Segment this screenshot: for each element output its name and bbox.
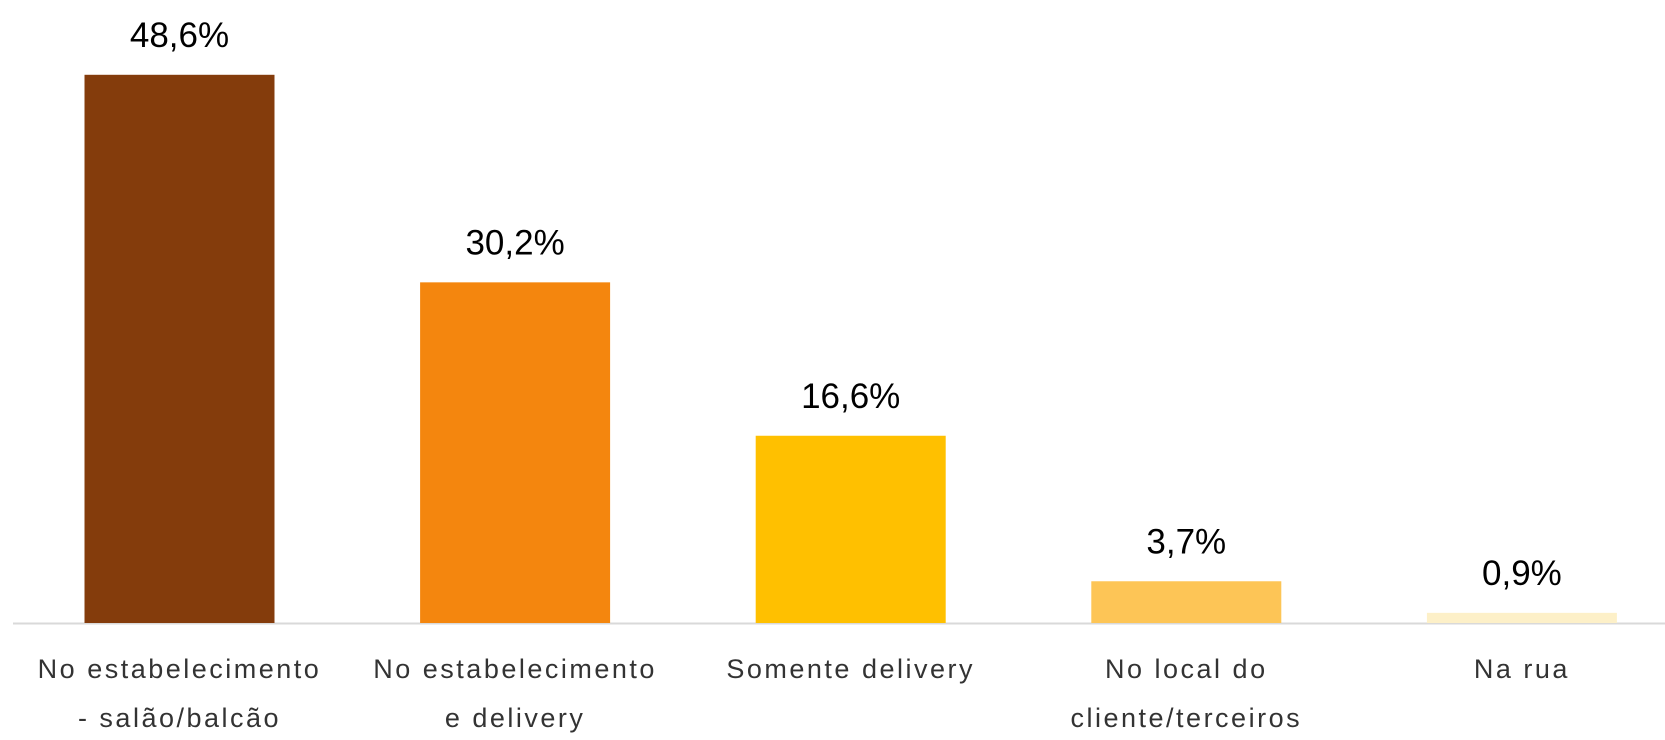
x-tick-label: No estabelecimento - salão/balcão bbox=[37, 654, 322, 733]
value-label: 30,2% bbox=[465, 223, 564, 262]
x-tick-label: No estabelecimento e delivery bbox=[373, 654, 657, 733]
value-label: 48,6% bbox=[130, 16, 229, 55]
bar bbox=[420, 282, 611, 623]
x-tick-label: No local do cliente/terceiros bbox=[1070, 654, 1303, 733]
bar bbox=[1426, 612, 1617, 623]
value-label: 16,6% bbox=[801, 377, 900, 416]
bar bbox=[1091, 581, 1282, 623]
bar bbox=[84, 74, 275, 624]
x-tick-label: Somente delivery bbox=[726, 654, 975, 684]
bar bbox=[755, 435, 946, 623]
value-label: 3,7% bbox=[1146, 522, 1226, 561]
value-label: 0,9% bbox=[1482, 554, 1562, 593]
x-tick-label: Na rua bbox=[1473, 654, 1570, 684]
